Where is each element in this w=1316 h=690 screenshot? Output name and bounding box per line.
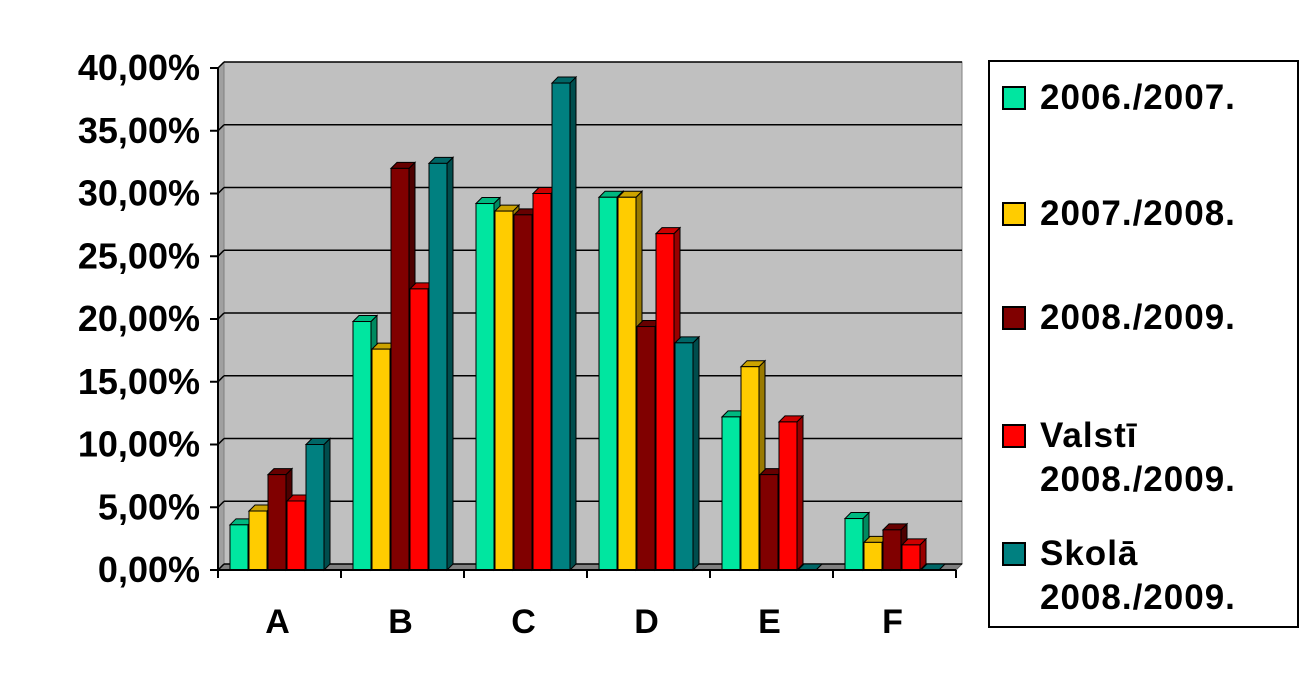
y-tick-label: 15,00% (78, 361, 200, 402)
bar-front (844, 518, 864, 571)
legend-item: 2007./2008. (1002, 192, 1236, 236)
bar-A-series-5 (304, 437, 332, 572)
y-tick-label: 35,00% (78, 110, 200, 151)
bar-front (598, 196, 618, 571)
x-category-label: D (634, 603, 659, 641)
bar-B-series-5 (427, 156, 455, 572)
legend-label: Skolā 2008./2009. (1040, 534, 1236, 617)
legend-item: Skolā 2008./2009. (1002, 532, 1236, 620)
legend-swatch (1002, 202, 1026, 226)
bar-front (475, 203, 495, 571)
legend-label: 2006./2007. (1040, 78, 1236, 117)
y-axis-tick-labels: 0,00% 5,00% 10,00% 15,00% 20,00% 25,00% 30,00%… (78, 47, 200, 590)
bar-front (494, 210, 514, 571)
bar-front (428, 162, 448, 571)
bar-front (390, 167, 410, 571)
bar-C-series-5 (550, 75, 578, 572)
bar-front (901, 544, 921, 571)
x-category-label: F (882, 603, 903, 641)
legend-item: 2008./2009. (1002, 296, 1236, 340)
bars (228, 75, 947, 572)
legend-item: Valstī 2008./2009. (1002, 414, 1236, 502)
bar-chart: 0,00% 5,00% 10,00% 15,00% 20,00% 25,00% 30,00%… (78, 47, 964, 641)
y-tick-label: 25,00% (78, 235, 200, 276)
bar-front (229, 524, 249, 571)
bar-front (740, 366, 760, 571)
y-tick-label: 10,00% (78, 424, 200, 465)
bar-front (532, 193, 552, 571)
bar-side (569, 75, 577, 572)
bar-front (863, 541, 883, 571)
bar-front (759, 474, 779, 571)
bar-front (267, 474, 287, 571)
bar-E-series-4 (777, 414, 805, 572)
bar-front (352, 321, 372, 571)
bar-front (551, 82, 571, 571)
legend: 2006./2007. 2007./2008. 2008./2009. Valstī … (988, 60, 1299, 628)
y-tick-label: 20,00% (78, 298, 200, 339)
bar-front (778, 421, 798, 571)
bar-front (371, 348, 391, 571)
axes (210, 67, 957, 578)
bar-side (446, 156, 454, 572)
bar-front (286, 500, 306, 571)
x-category-label: A (265, 603, 290, 641)
x-category-label: C (511, 603, 536, 641)
bar-front (636, 326, 656, 571)
grid-lines (217, 61, 962, 571)
y-tick-label: 5,00% (98, 486, 200, 527)
bar-front (513, 214, 533, 571)
bar-front (655, 233, 675, 571)
legend-swatch (1002, 306, 1026, 330)
legend-label: 2007./2008. (1040, 194, 1236, 233)
y-tick-label: 40,00% (78, 47, 200, 88)
legend-swatch (1002, 542, 1026, 566)
bar-front (305, 444, 325, 571)
legend-label: 2008./2009. (1040, 298, 1236, 337)
legend-swatch (1002, 424, 1026, 448)
bar-front (409, 288, 429, 571)
bar-D-series-5 (673, 335, 701, 572)
bar-front (721, 416, 741, 571)
bar-front (882, 529, 902, 571)
bar-front (617, 196, 637, 571)
bar-front (674, 342, 694, 571)
y-tick-label: 0,00% (98, 549, 200, 590)
gridline-diag (217, 61, 225, 69)
bar-side (692, 335, 700, 572)
x-category-label: B (388, 603, 413, 641)
x-category-label: E (758, 603, 781, 641)
bar-front (248, 510, 268, 571)
bar-side (323, 437, 331, 572)
bar-F-series-4 (900, 537, 928, 572)
x-axis-category-labels: A B C D E F (265, 603, 903, 641)
legend-label: Valstī 2008./2009. (1040, 416, 1236, 499)
y-tick-label: 30,00% (78, 173, 200, 214)
legend-item: 2006./2007. (1002, 76, 1236, 120)
legend-swatch (1002, 86, 1026, 110)
bar-side (796, 414, 804, 572)
